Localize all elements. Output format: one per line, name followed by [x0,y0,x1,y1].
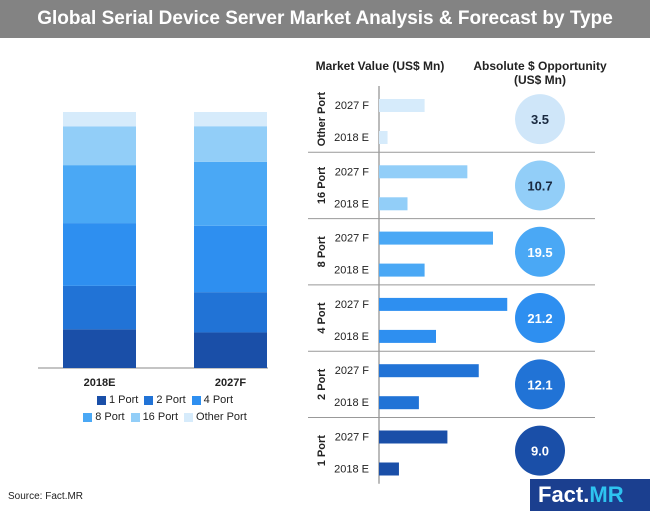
legend-swatch-4-port [191,395,201,405]
bar-8-port-2027-f [379,231,493,245]
group-label-4-port: 4 Port [316,302,328,334]
opportunity-circle-8-port [515,226,565,277]
bar-2027f-2-port [194,292,267,333]
group-label-1-port: 1 Port [316,435,328,467]
group-label-8-port: 8 Port [316,236,328,268]
legend-item-2-port: 2 Port [144,394,186,406]
bar-8-port-2018-e [379,263,425,277]
bar-label-8-port-2018-e: 2018 E [334,265,369,277]
bar-16-port-2018-e [379,197,408,211]
opportunity-value-2-port: 12.1 [527,377,552,392]
opportunity-header-line1: Absolute $ Opportunity [473,59,607,73]
opportunity-header-line2: (US$ Mn) [514,73,566,87]
horizontal-bar-chart: Other Port 2027 F 2018 E 3.5 16 Port 2027 F 20… [308,86,595,484]
bar-label-1-port-2027-f: 2027 F [335,432,370,444]
legend-swatch-16-port [130,412,140,422]
bar-label-4-port-2027-f: 2027 F [335,299,370,311]
logo-part2: MR [589,482,624,507]
bar-label-1-port-2018-e: 2018 E [334,464,369,476]
bar-4-port-2027-f [379,297,508,311]
bar-2018e-1-port [63,329,136,368]
bar-2-port-2027-f [379,364,479,378]
bar-2018e-8-port [63,165,136,224]
bar-label-other-port-2027-f: 2027 F [335,100,370,112]
legend-label-16-port: 16 Port [142,411,179,423]
chart-title: Global Serial Device Server Market Analy… [0,0,650,38]
market-value-header: Market Value (US$ Mn) [315,59,445,73]
legend-swatch-1-port [96,395,106,405]
legend-item-4-port: 4 Port [191,394,234,406]
group-label-16-port: 16 Port [316,166,328,204]
legend-label-4-port: 4 Port [203,394,234,406]
source-note: Source: Fact.MR [8,491,84,502]
bar-2-port-2018-e [379,396,419,410]
opportunity-header: Absolute $ Opportunity (US$ Mn) [465,59,615,87]
group-label-other-port: Other Port [316,92,328,147]
logo-part1: Fact [538,482,584,507]
legend-label-1-port: 1 Port [108,394,139,406]
opportunity-value-other-port: 3.5 [531,112,549,127]
opportunity-circle-4-port [515,293,565,344]
bar-16-port-2027-f [379,165,468,179]
legend-label-2-port: 2 Port [156,394,186,406]
bar-label-16-port-2027-f: 2027 F [335,166,370,178]
bar-other-port-2027-f [379,99,425,112]
opportunity-value-1-port: 9.0 [531,444,549,459]
bar-label-4-port-2018-e: 2018 E [334,331,369,343]
opportunity-value-8-port: 19.5 [527,245,552,260]
bar-2018e-2-port [63,285,136,330]
stacked-bar-chart: 2018E 2027F [38,112,268,389]
bar-label-8-port-2027-f: 2027 F [335,233,370,245]
bar-1-port-2018-e [379,462,399,476]
opportunity-circle-1-port [515,425,565,476]
factmr-logo: Fact. MR [530,479,650,511]
bar-2018e-4-port [63,223,136,286]
bar-label-other-port-2018-e: 2018 E [334,132,369,144]
bar-2018e-16-port [63,126,136,166]
legend-item-16-port: 16 Port [130,411,179,423]
legend-item-1-port: 1 Port [96,394,139,406]
bar-2027f-8-port [194,161,267,226]
legend: 1 Port 2 Port 4 Port 8 Port 16 Port Other Po… [60,394,270,428]
bar-2018e-other-port [63,112,136,127]
opportunity-circle-other-port [515,94,565,145]
logo-dot: . [583,482,590,507]
bar-1-port-2027-f [379,430,448,444]
bar-2027f-1-port [194,332,267,368]
bar-2027f-16-port [194,126,267,162]
x-tick-label-2018e: 2018E [84,377,116,389]
opportunity-value-16-port: 10.7 [527,178,552,193]
bar-label-2-port-2018-e: 2018 E [334,397,369,409]
bar-other-port-2018-e [379,131,388,144]
legend-item-8-port: 8 Port [83,411,125,423]
bar-label-2-port-2027-f: 2027 F [335,365,370,377]
bar-label-16-port-2018-e: 2018 E [334,198,369,210]
legend-item-other-port: Other Port [184,411,247,423]
x-tick-label-2027f: 2027F [215,377,246,389]
opportunity-circle-16-port [515,160,565,211]
legend-label-8-port: 8 Port [95,411,125,423]
legend-swatch-2-port [144,395,154,405]
opportunity-value-4-port: 21.2 [527,311,552,326]
bar-4-port-2018-e [379,329,436,343]
legend-label-other-port: Other Port [196,411,247,423]
opportunity-circle-2-port [515,359,565,410]
bar-2027f-4-port [194,225,267,293]
bar-2027f-other-port [194,112,267,127]
group-label-2-port: 2 Port [316,368,328,400]
legend-swatch-other-port [184,412,194,422]
legend-swatch-8-port [83,412,93,422]
